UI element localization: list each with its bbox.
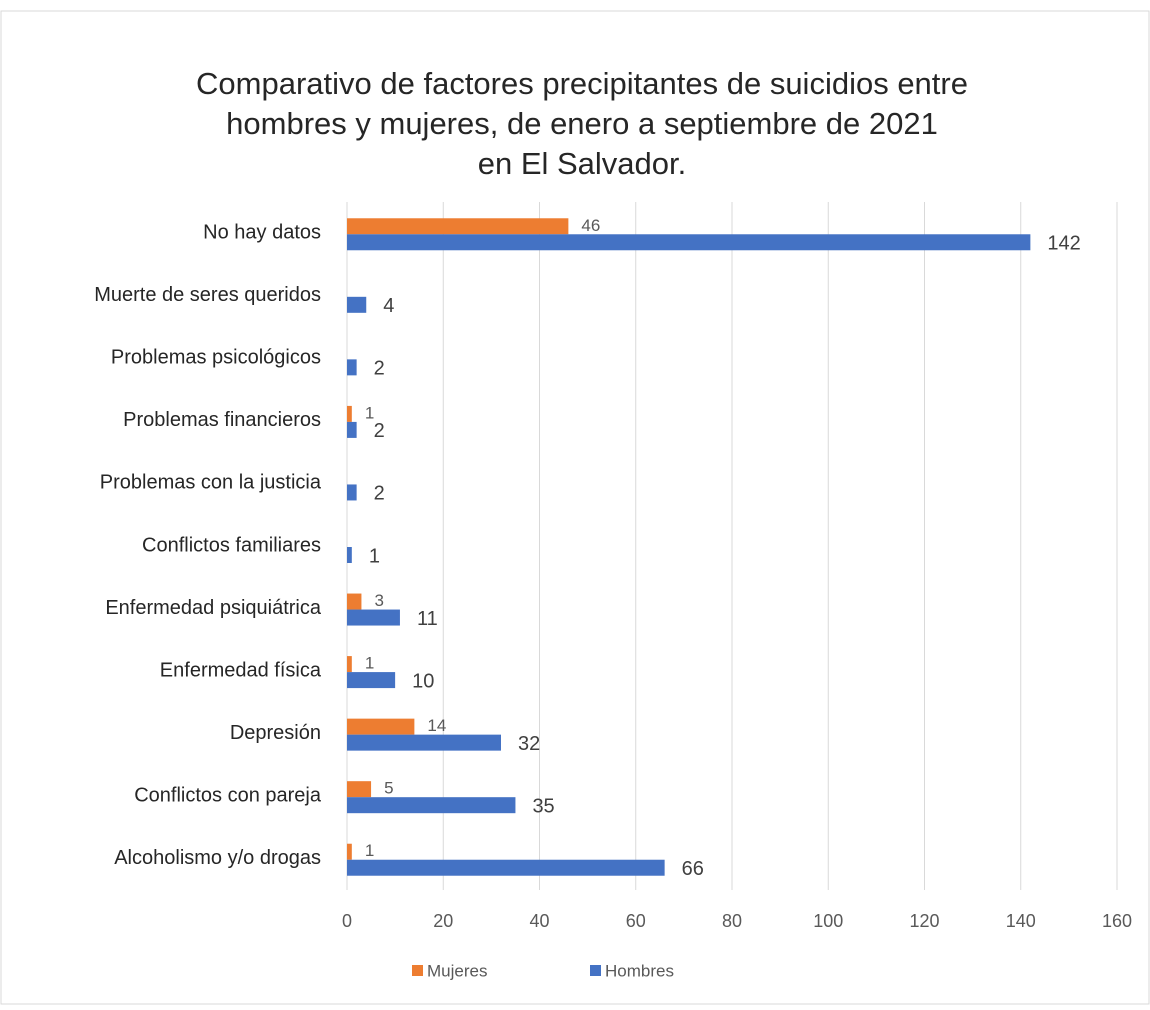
data-label: 2 bbox=[374, 420, 385, 442]
data-label: 14 bbox=[427, 716, 446, 735]
chart-title: hombres y mujeres, de enero a septiembre… bbox=[226, 106, 938, 141]
bar bbox=[347, 859, 665, 876]
data-label: 4 bbox=[383, 295, 394, 317]
data-label: 1 bbox=[365, 654, 374, 673]
y-tick-label: Enfermedad física bbox=[160, 659, 322, 681]
bar bbox=[347, 609, 400, 626]
x-tick-label: 140 bbox=[1006, 911, 1036, 931]
bar bbox=[347, 656, 352, 673]
bar bbox=[347, 547, 352, 563]
x-tick-label: 0 bbox=[342, 911, 352, 931]
y-tick-label: Problemas psicológicos bbox=[111, 347, 321, 369]
y-tick-label: Conflictos familiares bbox=[142, 534, 321, 556]
y-tick-label: Enfermedad psiquiátrica bbox=[105, 597, 322, 619]
data-label: 5 bbox=[384, 779, 393, 798]
x-tick-label: 80 bbox=[722, 911, 742, 931]
data-label: 142 bbox=[1047, 233, 1080, 255]
legend-label: Mujeres bbox=[427, 961, 487, 980]
bar bbox=[347, 484, 357, 501]
bar bbox=[347, 781, 372, 798]
data-label: 2 bbox=[374, 358, 385, 380]
bar bbox=[347, 405, 352, 422]
y-tick-label: Depresión bbox=[230, 722, 321, 744]
bar bbox=[347, 718, 415, 735]
data-label: 11 bbox=[417, 608, 438, 630]
x-tick-label: 100 bbox=[813, 911, 843, 931]
data-label: 1 bbox=[369, 545, 380, 567]
bar bbox=[347, 234, 1031, 251]
y-tick-label: Conflictos con pareja bbox=[134, 784, 322, 806]
chart-border bbox=[0, 10, 1150, 1005]
bar bbox=[347, 672, 396, 689]
x-tick-label: 120 bbox=[909, 911, 939, 931]
bar bbox=[347, 421, 357, 438]
legend-label: Hombres bbox=[605, 961, 674, 980]
x-tick-label: 160 bbox=[1102, 911, 1132, 931]
bar bbox=[347, 218, 569, 235]
y-tick-label: Alcoholismo y/o drogas bbox=[114, 847, 321, 869]
y-tick-label: Problemas con la justicia bbox=[100, 472, 322, 494]
bar bbox=[347, 593, 362, 610]
data-label: 1 bbox=[365, 841, 374, 860]
data-label: 10 bbox=[412, 670, 434, 692]
data-label: 32 bbox=[518, 733, 540, 755]
data-label: 46 bbox=[581, 216, 600, 235]
data-label: 2 bbox=[374, 483, 385, 505]
y-tick-label: Muerte de seres queridos bbox=[94, 284, 321, 306]
y-tick-label: Problemas financieros bbox=[123, 409, 321, 431]
legend-swatch bbox=[412, 965, 423, 976]
bar bbox=[347, 359, 357, 376]
x-tick-label: 60 bbox=[626, 911, 646, 931]
data-label: 3 bbox=[374, 591, 383, 610]
bar bbox=[347, 296, 367, 313]
x-tick-label: 20 bbox=[433, 911, 453, 931]
data-label: 66 bbox=[682, 858, 704, 880]
y-tick-label: No hay datos bbox=[203, 222, 321, 244]
data-label: 35 bbox=[532, 795, 554, 817]
legend-swatch bbox=[590, 965, 601, 976]
chart-title: en El Salvador. bbox=[478, 146, 687, 181]
data-label: 1 bbox=[365, 403, 374, 422]
bar bbox=[347, 734, 501, 751]
x-tick-label: 40 bbox=[529, 911, 549, 931]
bar bbox=[347, 797, 516, 814]
chart-title: Comparativo de factores precipitantes de… bbox=[196, 66, 968, 101]
bar bbox=[347, 843, 352, 860]
